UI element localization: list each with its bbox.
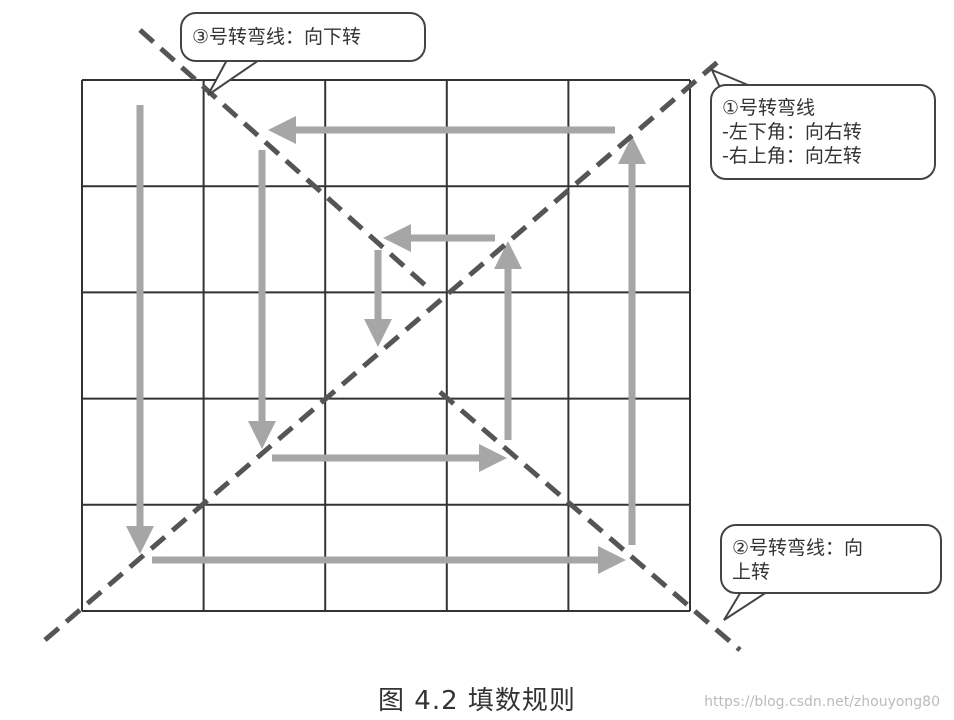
callout-turn-line-1: ①号转弯线 -左下角：向右转 -右上角：向左转 — [710, 84, 936, 180]
callout-turn-line-2: ②号转弯线：向 上转 — [720, 524, 942, 594]
callout-text: -左下角：向右转 — [722, 121, 862, 143]
callout-tail-3 — [207, 57, 263, 96]
callout-turn-line-3: ③号转弯线：向下转 — [180, 12, 426, 62]
figure-caption: 图 4.2 填数规则 — [378, 686, 576, 716]
callout-text: -右上角：向左转 — [722, 145, 862, 167]
callout-text: ①号转弯线 — [722, 97, 816, 119]
callout-text: ②号转弯线：向 — [732, 537, 864, 559]
callout-text: ③号转弯线：向下转 — [192, 26, 362, 48]
spiral-arrows — [126, 105, 646, 574]
turn-line-2-diagonal — [438, 390, 742, 652]
grid — [81, 79, 691, 612]
callout-text: 上转 — [732, 561, 771, 583]
turn-line-1-diagonal — [43, 58, 722, 642]
callout-tail-2 — [723, 589, 771, 621]
watermark: https://blog.csdn.net/zhouyong80 — [704, 694, 940, 710]
turn-line-3-diagonal — [138, 28, 427, 287]
